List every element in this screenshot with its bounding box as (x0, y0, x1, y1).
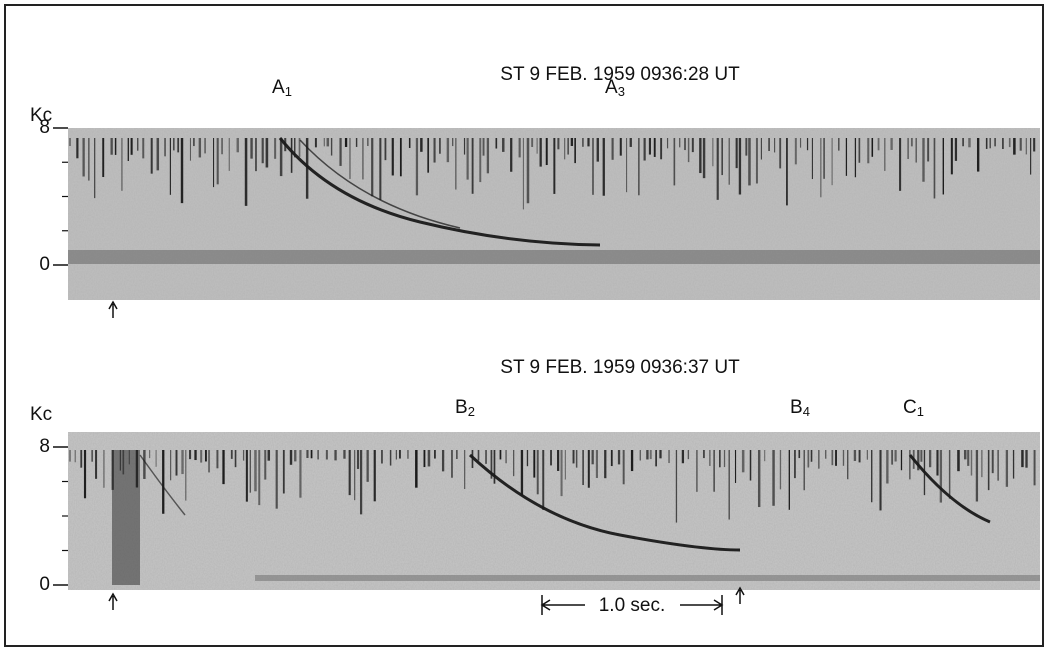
frame (4, 4, 1044, 647)
event-label: A1 (272, 77, 292, 99)
axis-label: Kc (30, 105, 52, 126)
event-subscript: 2 (468, 404, 475, 419)
y-tick-label: 0 (39, 574, 50, 595)
scale-bar-label: 1.0 sec. (599, 595, 666, 616)
scale-bar (540, 595, 724, 615)
y-tick-label: 8 (39, 117, 50, 138)
y-tick-label: 0 (39, 254, 50, 275)
event-subscript: 3 (618, 84, 625, 99)
marker-arrow (735, 586, 745, 604)
event-letter: B (455, 397, 468, 418)
noise-band (255, 575, 1040, 581)
event-letter: A (272, 77, 285, 98)
panel-title: ST 9 FEB. 1959 0936:37 UT (500, 357, 740, 378)
whistler (299, 139, 461, 229)
sferic-burst (112, 450, 140, 585)
panel-title: ST 9 FEB. 1959 0936:28 UT (500, 64, 740, 85)
event-label: B2 (455, 397, 475, 419)
event-label: A3 (605, 77, 625, 99)
whistler (278, 137, 601, 247)
event-letter: A (605, 77, 618, 98)
event-letter: B (790, 397, 803, 418)
marker-arrow (108, 300, 118, 318)
whistler (468, 453, 741, 552)
event-subscript: 4 (803, 404, 810, 419)
y-tick-label: 8 (39, 436, 50, 457)
axis-label: Kc (30, 404, 52, 425)
noise-band (68, 250, 1040, 264)
event-label: B4 (790, 397, 810, 419)
event-subscript: 1 (285, 84, 292, 99)
event-subscript: 1 (917, 404, 924, 419)
event-label: C1 (903, 397, 924, 419)
marker-arrow (108, 592, 118, 610)
event-letter: C (903, 397, 917, 418)
spectrogram-grain (68, 432, 1040, 590)
